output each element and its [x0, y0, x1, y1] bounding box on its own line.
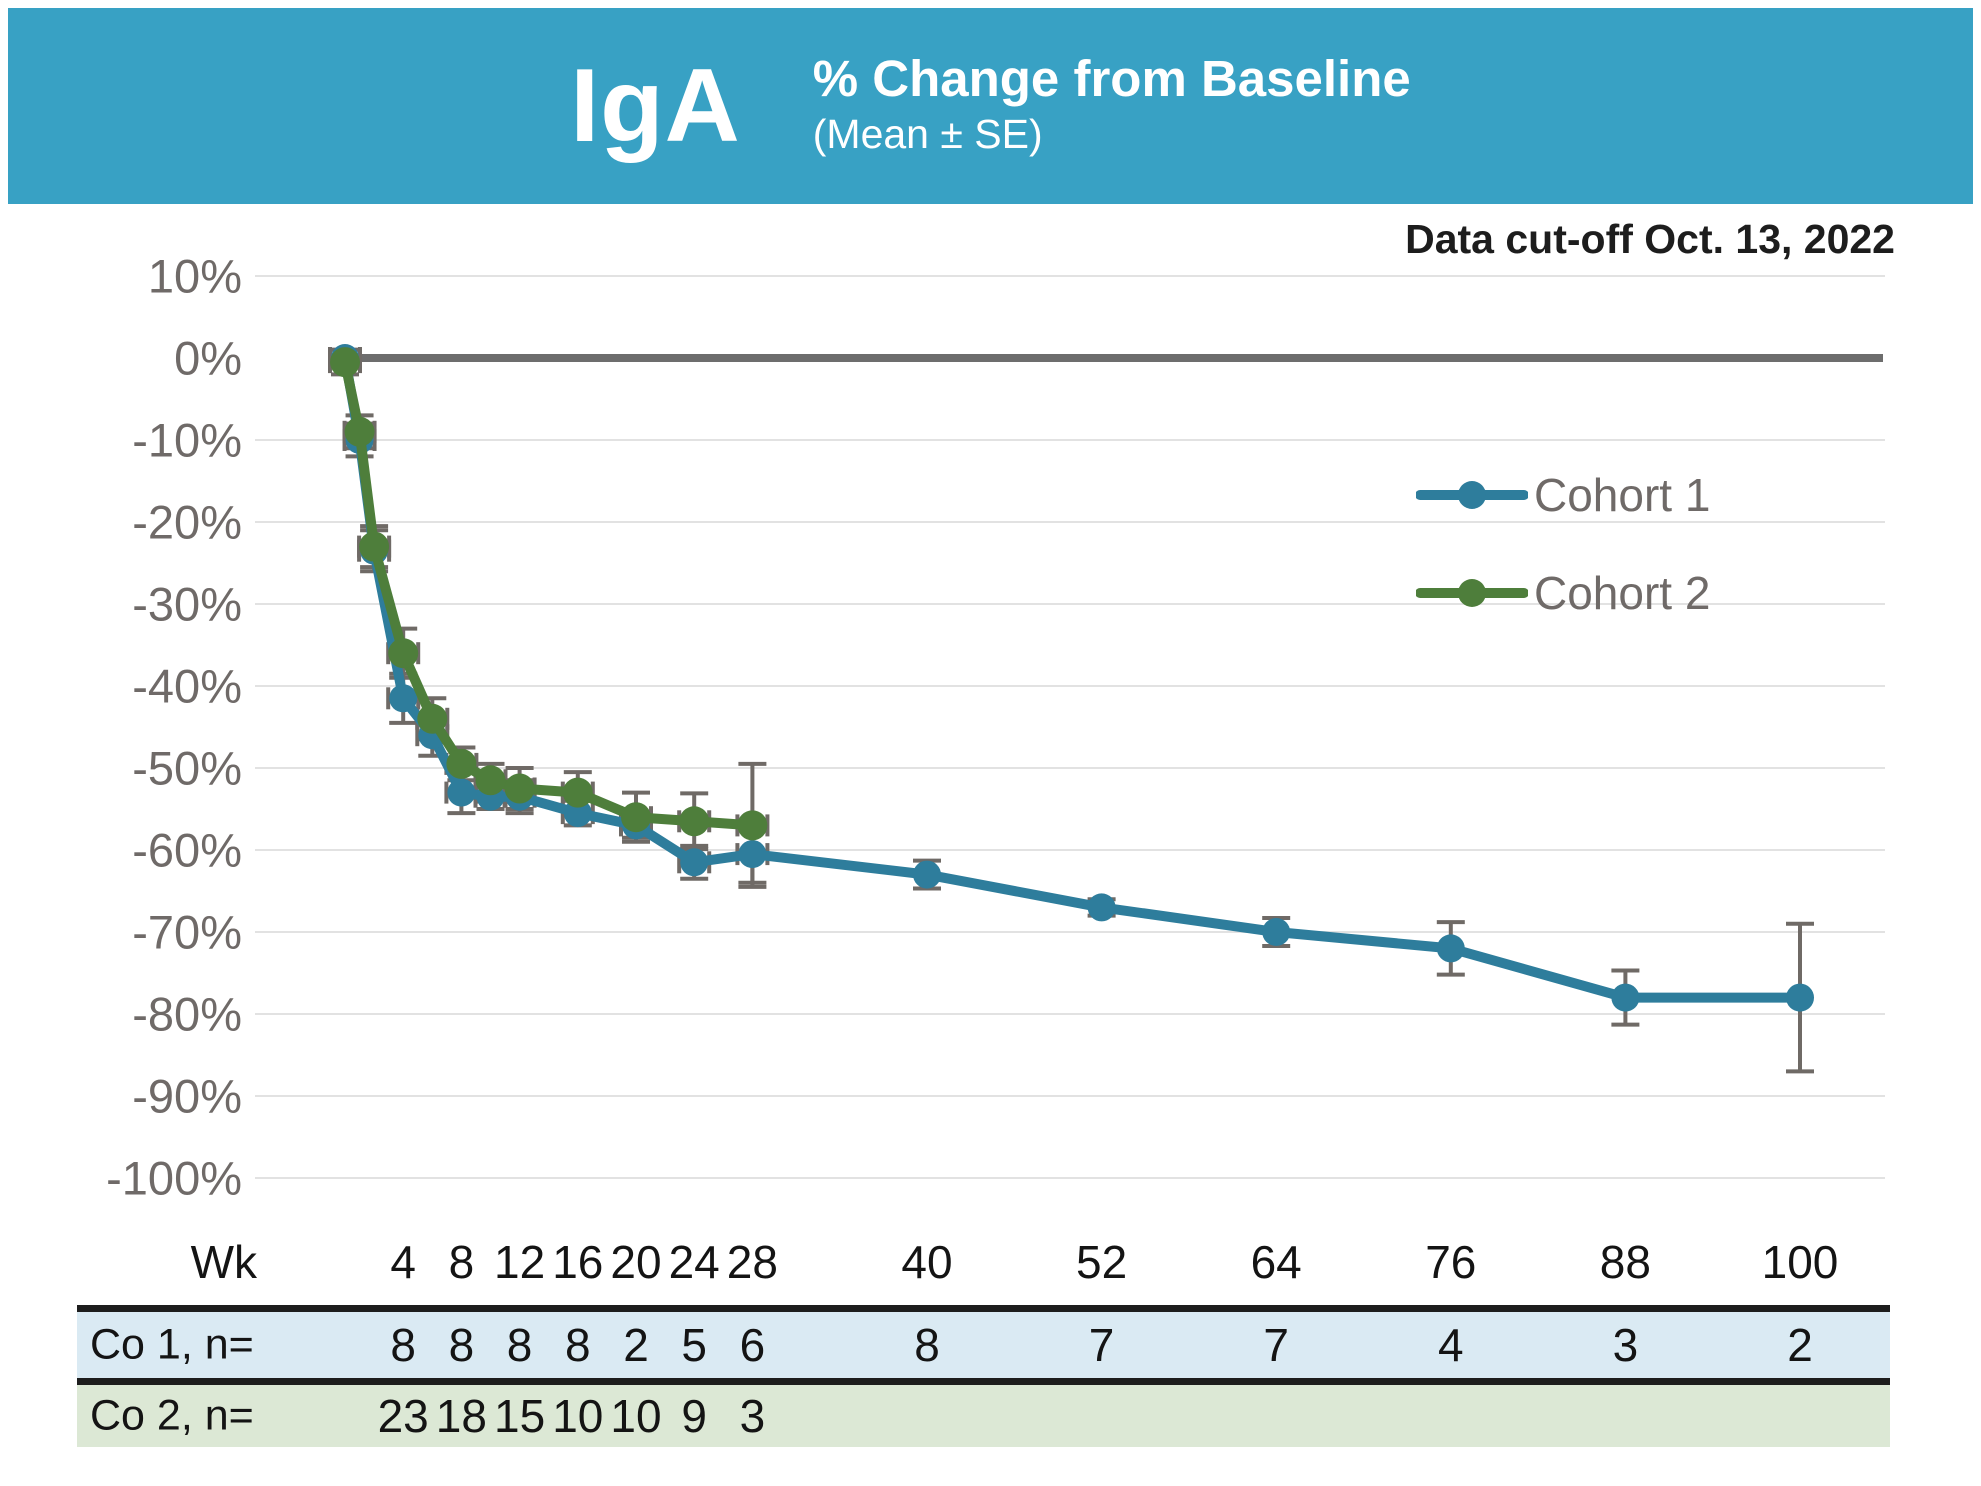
x-tick-label-wk52: 52 — [1076, 1236, 1128, 1288]
n-value-co1-wk4: 8 — [390, 1319, 416, 1371]
chart-subtitle: (Mean ± SE) — [812, 110, 1043, 157]
data-point-cohort-1-wk52 — [1087, 893, 1116, 922]
n-value-co2-wk24: 9 — [681, 1390, 707, 1442]
y-tick-label: -100% — [106, 1151, 242, 1205]
y-tick-label: 0% — [174, 331, 242, 385]
n-value-co2-wk8: 18 — [435, 1390, 487, 1442]
data-point-cohort-2-wk10 — [475, 765, 506, 796]
data-point-cohort-1-wk8 — [447, 778, 476, 807]
n-value-co1-wk28: 6 — [739, 1319, 766, 1371]
data-point-cohort-2-wk28 — [737, 810, 768, 841]
y-tick-label: -50% — [132, 741, 242, 795]
n-value-co1-wk8: 8 — [448, 1319, 475, 1371]
y-tick-label: -60% — [132, 823, 242, 877]
header-band: IgA % Change from Baseline (Mean ± SE) — [8, 8, 1973, 204]
data-point-cohort-1-wk24 — [680, 848, 709, 877]
header-titles: % Change from Baseline (Mean ± SE) — [813, 36, 1411, 160]
data-point-cohort-1-wk64 — [1262, 918, 1291, 946]
legend-item: Cohort 2 — [1416, 544, 1710, 642]
n-value-co2-wk16: 10 — [552, 1390, 604, 1442]
y-tick-label: -30% — [132, 577, 242, 631]
legend-label: Cohort 1 — [1534, 469, 1711, 521]
y-tick-label: -80% — [132, 987, 242, 1041]
x-tick-label-wk64: 64 — [1250, 1236, 1302, 1288]
data-cutoff-note: Data cut-off Oct. 13, 2022 — [1405, 216, 1895, 262]
data-point-cohort-1-wk28 — [738, 840, 767, 869]
data-point-cohort-2-wk0 — [330, 347, 360, 378]
y-tick-label: -10% — [132, 413, 242, 467]
x-tick-label-wk12: 12 — [494, 1236, 546, 1288]
x-tick-label-wk88: 88 — [1599, 1236, 1651, 1288]
data-point-cohort-1-wk100 — [1786, 983, 1814, 1012]
n-value-co1-wk16: 8 — [565, 1319, 591, 1371]
table-row-cohort2-n: Co 2, n= 23 18 15 10 10 9 3 — [77, 1385, 1890, 1447]
x-tick-label-wk100: 100 — [1761, 1236, 1839, 1288]
data-point-cohort-1-wk16 — [563, 799, 592, 828]
n-value-co2-wk4: 23 — [377, 1390, 429, 1442]
table-row-label-cohort1: Co 1, n= — [90, 1320, 254, 1369]
y-tick-label: -40% — [132, 659, 242, 713]
n-value-co2-wk20: 10 — [610, 1390, 662, 1442]
data-point-cohort-2-wk2 — [359, 531, 390, 562]
data-point-cohort-1-wk40 — [913, 860, 941, 889]
chart-title: % Change from Baseline — [812, 50, 1411, 107]
n-value-co1-wk100: 2 — [1787, 1319, 1813, 1371]
x-tick-label-wk20: 20 — [610, 1236, 662, 1288]
data-point-cohort-2-wk12 — [504, 773, 535, 804]
data-point-cohort-2-wk4 — [388, 638, 419, 669]
y-tick-label: 10% — [147, 249, 242, 303]
n-value-co1-wk88: 3 — [1612, 1319, 1639, 1371]
x-tick-label-wk40: 40 — [901, 1236, 953, 1288]
data-point-cohort-2-wk1 — [344, 416, 375, 447]
n-value-co1-wk52: 7 — [1088, 1319, 1115, 1371]
n-value-co1-wk64: 7 — [1263, 1319, 1289, 1371]
table-top-border — [77, 1305, 1890, 1312]
legend-marker-icon — [1416, 579, 1528, 607]
data-point-cohort-2-wk16 — [562, 777, 593, 808]
y-tick-label: -90% — [132, 1069, 242, 1123]
n-value-co1-wk40: 8 — [914, 1319, 940, 1371]
x-axis-title: Wk — [190, 1236, 257, 1288]
assay-label: IgA — [570, 48, 741, 164]
header-inner: IgA % Change from Baseline (Mean ± SE) — [570, 8, 1411, 160]
n-value-co1-wk20: 2 — [623, 1319, 649, 1371]
x-tick-label-wk76: 76 — [1425, 1236, 1477, 1288]
legend-marker-icon — [1416, 481, 1528, 509]
x-tick-label-wk16: 16 — [552, 1236, 604, 1288]
table-middle-border — [77, 1378, 1890, 1385]
x-tick-label-wk8: 8 — [448, 1236, 475, 1288]
legend-label: Cohort 2 — [1534, 567, 1711, 619]
data-point-cohort-1-wk4 — [389, 684, 418, 713]
n-value-co2-wk12: 15 — [494, 1390, 546, 1442]
data-point-cohort-1-wk76 — [1436, 934, 1465, 963]
data-point-cohort-2-wk6 — [417, 703, 448, 734]
n-value-co1-wk24: 5 — [681, 1319, 707, 1371]
x-tick-label-wk28: 28 — [726, 1236, 778, 1288]
legend-item: Cohort 1 — [1416, 446, 1710, 544]
n-value-co1-wk76: 4 — [1438, 1319, 1464, 1371]
x-tick-label-wk24: 24 — [668, 1236, 720, 1288]
series-line-cohort-1 — [340, 353, 1805, 1003]
n-value-co1-wk12: 8 — [506, 1319, 533, 1371]
y-tick-label: -70% — [132, 905, 242, 959]
legend: Cohort 1 Cohort 2 — [1416, 446, 1710, 642]
data-point-cohort-2-wk8 — [446, 748, 477, 779]
x-tick-label-wk4: 4 — [390, 1236, 416, 1288]
table-row-label-cohort2: Co 2, n= — [90, 1391, 254, 1440]
data-point-cohort-1-wk88 — [1611, 983, 1640, 1012]
y-tick-label: -20% — [132, 495, 242, 549]
n-value-co2-wk28: 3 — [739, 1390, 766, 1442]
series-line-cohort-2 — [340, 357, 758, 831]
data-point-cohort-2-wk24 — [679, 806, 710, 837]
data-point-cohort-2-wk20 — [621, 802, 651, 833]
